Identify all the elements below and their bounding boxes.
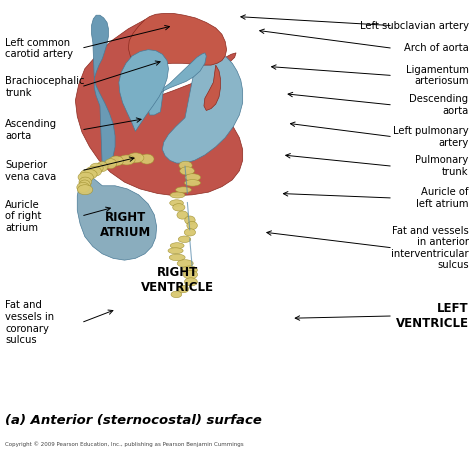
Ellipse shape [90, 163, 103, 173]
Text: Auricle of
left atrium: Auricle of left atrium [416, 187, 469, 209]
Ellipse shape [97, 162, 108, 172]
Ellipse shape [80, 169, 97, 179]
Ellipse shape [183, 270, 198, 279]
Ellipse shape [118, 155, 135, 165]
Text: Copyright © 2009 Pearson Education, Inc., publishing as Pearson Benjamin Cumming: Copyright © 2009 Pearson Education, Inc.… [5, 441, 244, 447]
Text: Left pulmonary
artery: Left pulmonary artery [393, 126, 469, 147]
Ellipse shape [185, 174, 201, 181]
Ellipse shape [79, 177, 91, 187]
Text: Superior
vena cava: Superior vena cava [5, 160, 57, 182]
Ellipse shape [182, 266, 197, 274]
Polygon shape [94, 79, 115, 167]
Text: Arch of aorta: Arch of aorta [404, 43, 469, 53]
Text: Fat and vessels
in anterior
interventricular
sulcus: Fat and vessels in anterior interventric… [391, 226, 469, 270]
Ellipse shape [128, 153, 144, 163]
Text: Brachiocephalic
trunk: Brachiocephalic trunk [5, 76, 85, 98]
Ellipse shape [170, 192, 185, 198]
Ellipse shape [184, 180, 201, 186]
Polygon shape [75, 20, 243, 196]
Ellipse shape [78, 172, 93, 182]
Ellipse shape [77, 182, 90, 192]
Ellipse shape [184, 228, 196, 236]
Ellipse shape [184, 278, 197, 286]
Polygon shape [77, 169, 156, 260]
Text: Fat and
vessels in
coronary
sulcus: Fat and vessels in coronary sulcus [5, 300, 55, 345]
Ellipse shape [175, 187, 191, 193]
Ellipse shape [177, 260, 193, 267]
Ellipse shape [105, 159, 117, 169]
Text: (a) Anterior (sternocostal) surface: (a) Anterior (sternocostal) surface [5, 414, 262, 427]
Polygon shape [204, 65, 220, 111]
Text: RIGHT
VENTRICLE: RIGHT VENTRICLE [141, 266, 214, 293]
Ellipse shape [79, 180, 91, 190]
Polygon shape [148, 53, 206, 115]
Ellipse shape [171, 291, 182, 298]
Polygon shape [162, 53, 243, 163]
Text: RIGHT
ATRIUM: RIGHT ATRIUM [100, 211, 152, 239]
Polygon shape [91, 15, 109, 79]
Text: Pulmonary
trunk: Pulmonary trunk [415, 156, 469, 177]
Ellipse shape [85, 167, 101, 177]
Ellipse shape [179, 161, 192, 170]
Ellipse shape [109, 156, 124, 166]
Ellipse shape [140, 154, 154, 164]
Ellipse shape [178, 236, 191, 243]
Ellipse shape [177, 211, 188, 219]
Ellipse shape [169, 254, 185, 261]
Text: Ascending
aorta: Ascending aorta [5, 119, 57, 141]
Text: Auricle
of right
atrium: Auricle of right atrium [5, 200, 42, 233]
Ellipse shape [77, 185, 93, 195]
Ellipse shape [187, 222, 197, 230]
Ellipse shape [185, 216, 195, 224]
Ellipse shape [170, 200, 183, 206]
Text: Ligamentum
arteriosum: Ligamentum arteriosum [406, 65, 469, 86]
Polygon shape [119, 50, 168, 131]
Ellipse shape [180, 167, 194, 175]
Ellipse shape [168, 248, 183, 254]
Ellipse shape [177, 285, 189, 293]
Ellipse shape [173, 204, 185, 211]
Text: Left common
carotid artery: Left common carotid artery [5, 37, 73, 59]
Ellipse shape [170, 243, 184, 248]
Text: Left subclavian artery: Left subclavian artery [360, 20, 469, 30]
Text: Descending
aorta: Descending aorta [410, 94, 469, 116]
Text: LEFT
VENTRICLE: LEFT VENTRICLE [396, 302, 469, 330]
Polygon shape [128, 13, 227, 70]
